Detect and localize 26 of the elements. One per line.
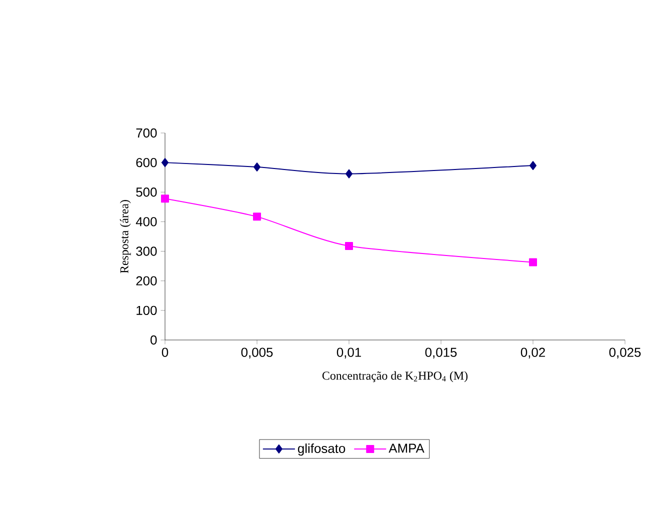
x-tick-label: 0,02 [520, 348, 545, 358]
y-axis-title: Resposta (área) [120, 200, 131, 274]
y-tick-label: 200 [136, 276, 157, 286]
point [253, 212, 262, 221]
y-tick-label: 0 [150, 335, 157, 345]
x-tick-label: 0,01 [336, 348, 361, 358]
point [161, 194, 170, 203]
x-tick-label: 0,015 [425, 348, 457, 358]
point [254, 162, 261, 172]
point [162, 158, 169, 168]
point [345, 242, 354, 250]
y-tick-label: 700 [136, 128, 157, 138]
point [530, 161, 537, 170]
legend-label: AMPA [388, 444, 424, 453]
y-tick-label: 300 [136, 246, 157, 256]
y-tick-label: 600 [136, 158, 157, 168]
legend-label: glifosato [298, 444, 346, 456]
y-tick-label: 500 [136, 188, 157, 197]
point [346, 169, 353, 178]
point [529, 258, 538, 266]
y-tick-label: 400 [136, 217, 157, 226]
x-tick-label: 0,005 [241, 348, 273, 358]
y-tick-label: 100 [136, 306, 157, 315]
x-tick-label: 0,025 [609, 348, 641, 358]
x-axis-title: Concentração de K$_{2}$HPO$_{4}$ (M) [322, 371, 468, 382]
x-tick-label: 0 [162, 348, 168, 357]
